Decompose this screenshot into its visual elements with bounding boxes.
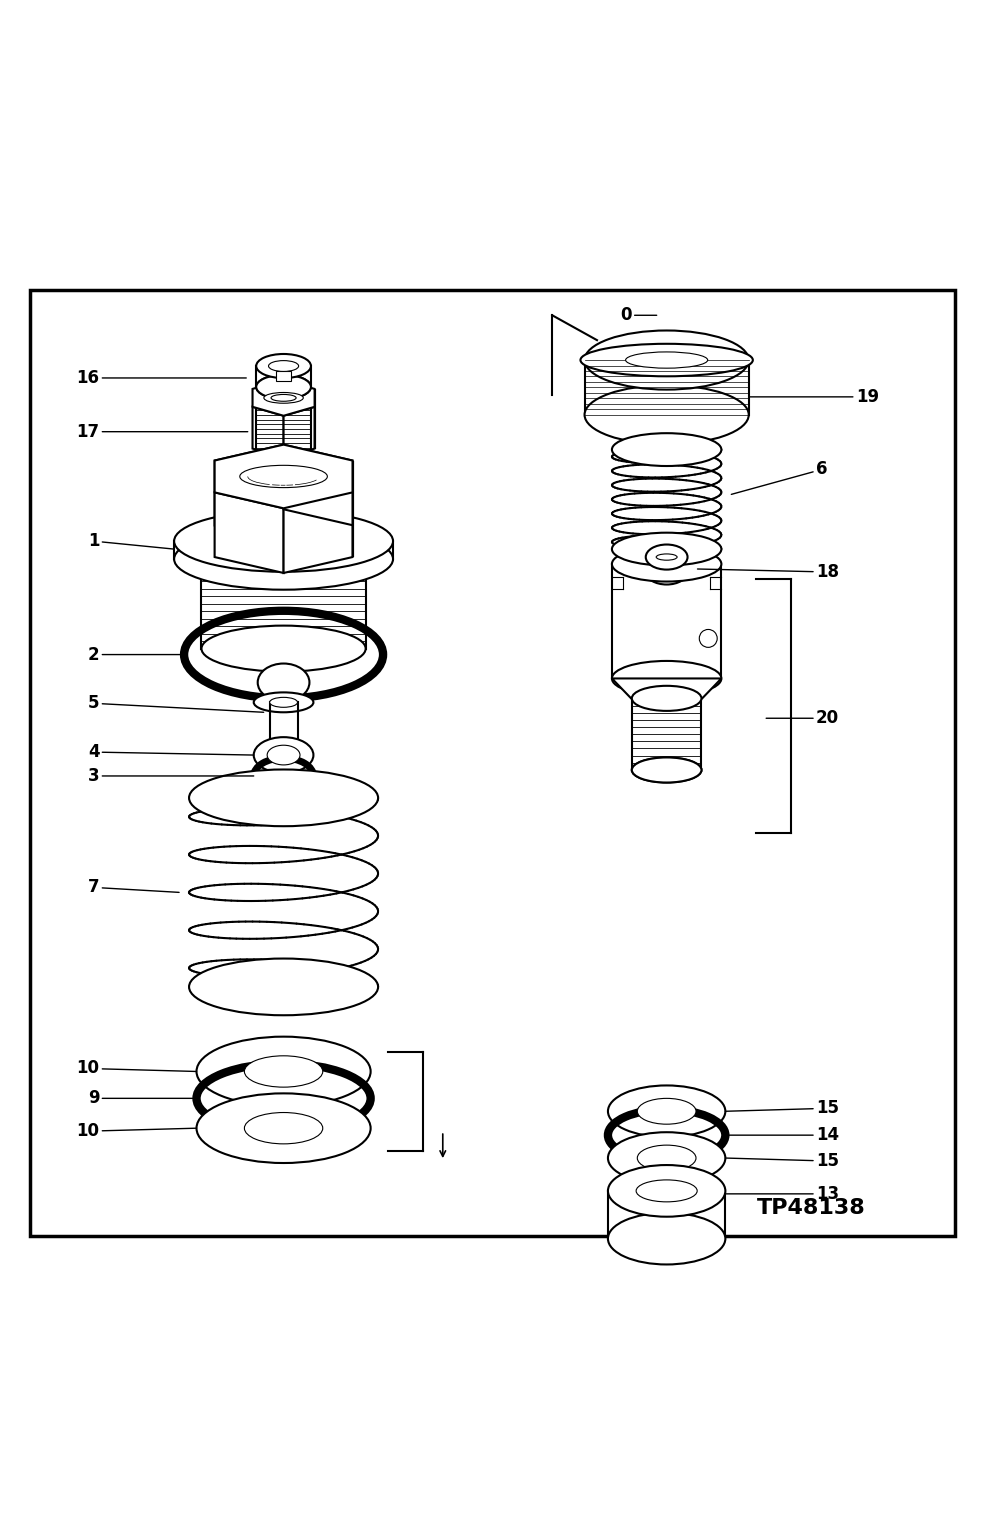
Polygon shape (252, 379, 314, 416)
Ellipse shape (196, 1037, 370, 1106)
Ellipse shape (611, 547, 721, 582)
Polygon shape (252, 407, 283, 458)
Ellipse shape (255, 450, 310, 473)
Polygon shape (215, 444, 283, 525)
Text: 9: 9 (87, 1089, 196, 1107)
Ellipse shape (255, 375, 310, 399)
Text: 6: 6 (731, 461, 827, 495)
Text: 20: 20 (765, 710, 838, 727)
Ellipse shape (631, 757, 701, 782)
Text: 7: 7 (87, 879, 179, 897)
Ellipse shape (196, 1094, 370, 1163)
Ellipse shape (263, 393, 303, 404)
Ellipse shape (255, 353, 310, 378)
Ellipse shape (611, 660, 721, 696)
Ellipse shape (269, 740, 297, 750)
Ellipse shape (615, 350, 717, 370)
Ellipse shape (607, 1086, 725, 1137)
Ellipse shape (637, 1098, 696, 1124)
Ellipse shape (645, 559, 687, 585)
Ellipse shape (174, 510, 393, 571)
Text: 5: 5 (87, 694, 263, 713)
Ellipse shape (631, 685, 701, 711)
Ellipse shape (266, 745, 300, 765)
Ellipse shape (240, 465, 327, 487)
Ellipse shape (201, 625, 365, 671)
Polygon shape (215, 493, 283, 573)
Text: 10: 10 (77, 1060, 196, 1077)
Polygon shape (283, 407, 314, 458)
Ellipse shape (631, 757, 701, 782)
Text: 10: 10 (77, 1123, 196, 1140)
Ellipse shape (607, 1213, 725, 1264)
Text: 15: 15 (725, 1100, 838, 1117)
Ellipse shape (584, 330, 748, 390)
Ellipse shape (607, 1132, 725, 1184)
Ellipse shape (611, 533, 721, 565)
Bar (275, 372, 291, 381)
Text: 1: 1 (87, 531, 174, 550)
Ellipse shape (584, 386, 748, 444)
Ellipse shape (255, 375, 310, 399)
Polygon shape (215, 444, 352, 508)
Text: 0: 0 (619, 306, 656, 324)
Text: 19: 19 (748, 389, 878, 406)
Ellipse shape (268, 361, 298, 372)
Ellipse shape (253, 737, 313, 773)
Text: TP48138: TP48138 (756, 1198, 865, 1218)
Ellipse shape (189, 770, 378, 826)
Text: 13: 13 (725, 1184, 838, 1203)
Ellipse shape (607, 1164, 725, 1217)
Text: 3: 3 (87, 766, 253, 785)
Ellipse shape (656, 554, 676, 561)
Ellipse shape (270, 395, 296, 401)
Ellipse shape (269, 697, 297, 707)
Ellipse shape (625, 352, 707, 369)
Ellipse shape (645, 545, 687, 570)
Text: 14: 14 (725, 1126, 838, 1144)
Polygon shape (283, 444, 352, 525)
Ellipse shape (635, 1180, 697, 1201)
Polygon shape (283, 493, 352, 573)
Ellipse shape (253, 693, 313, 713)
Ellipse shape (201, 536, 365, 582)
Ellipse shape (189, 958, 378, 1015)
Ellipse shape (637, 1146, 696, 1170)
Text: 18: 18 (697, 564, 838, 581)
Ellipse shape (257, 664, 309, 702)
Text: 17: 17 (77, 422, 248, 441)
Text: 2: 2 (87, 645, 184, 664)
Text: 15: 15 (725, 1152, 838, 1170)
Ellipse shape (245, 1055, 322, 1087)
Text: 4: 4 (87, 743, 253, 760)
Ellipse shape (611, 433, 721, 465)
Circle shape (699, 630, 717, 647)
Ellipse shape (174, 528, 393, 590)
Ellipse shape (580, 344, 752, 376)
Ellipse shape (245, 1112, 322, 1144)
Text: 16: 16 (77, 369, 246, 387)
Polygon shape (611, 679, 721, 699)
